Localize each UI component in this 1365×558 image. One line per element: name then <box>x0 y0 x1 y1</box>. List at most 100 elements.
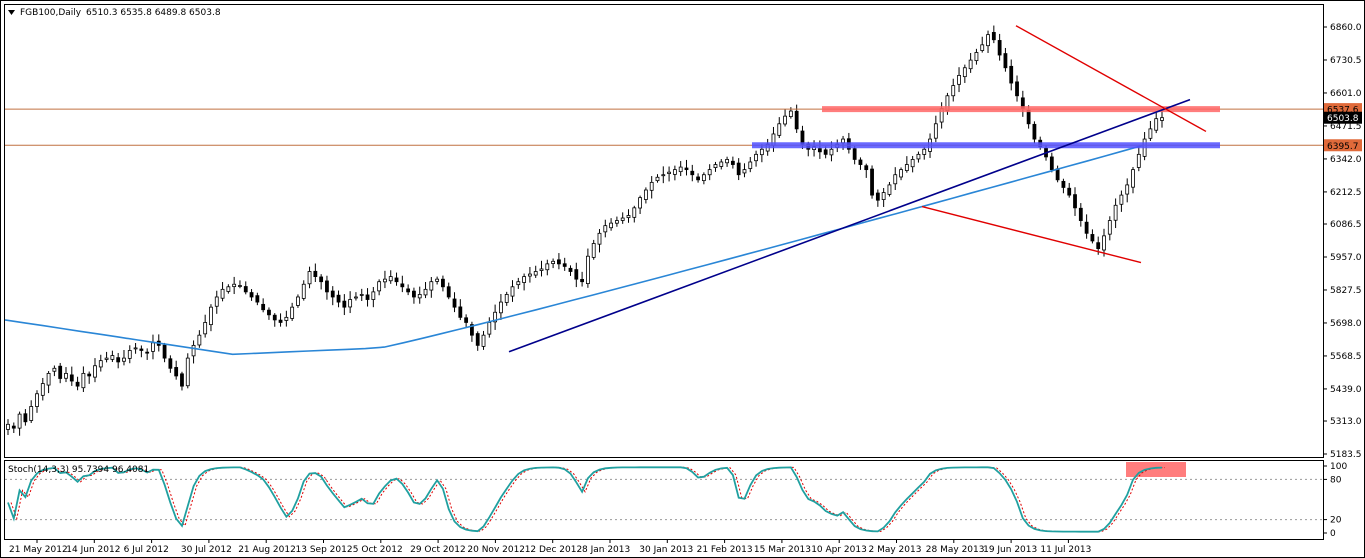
candle-body <box>881 192 886 200</box>
candle-body <box>1113 204 1118 221</box>
x-tick-label: 6 Jul 2012 <box>124 545 169 555</box>
candle-body <box>1096 242 1101 249</box>
y-tick-label: 6212.5 <box>1330 188 1362 198</box>
candle-body <box>719 161 724 167</box>
y-tick-label: 5827.5 <box>1330 286 1362 296</box>
candle-body <box>272 314 277 321</box>
x-tick-label: 19 Jun 2013 <box>983 545 1037 555</box>
y-tick-label: 6086.5 <box>1330 220 1362 230</box>
candle-body <box>794 110 799 130</box>
candle-body <box>667 171 671 174</box>
candle-body <box>1073 194 1077 209</box>
candle-body <box>267 309 271 316</box>
candle-body <box>81 372 86 389</box>
price-axis[interactable]: 6860.0 6730.5 6601.0 6471.5 6342.0 6212.5 6086… <box>1323 23 1362 460</box>
candle-body <box>296 296 300 306</box>
candle-body <box>1003 53 1008 69</box>
x-tick-label: 14 Jun 2012 <box>66 545 120 555</box>
candle-body <box>40 383 45 396</box>
candle-body <box>174 367 179 377</box>
candle-body <box>614 220 619 224</box>
candle-body <box>29 406 34 421</box>
candle-body <box>510 286 515 297</box>
candle-body <box>609 222 613 229</box>
x-tick-label: 12 Dec 2012 <box>525 545 583 555</box>
stoch-panel[interactable] <box>4 460 1324 540</box>
candle-body <box>551 260 556 264</box>
candle-body <box>307 271 312 285</box>
price-tag-label: 6395.7 <box>1327 142 1359 152</box>
candle-body <box>870 168 874 196</box>
candle-body <box>359 294 364 296</box>
candle-body <box>539 268 544 271</box>
resistance-zone <box>822 106 1220 113</box>
candle-body <box>748 161 753 169</box>
x-tick-label: 21 Aug 2012 <box>238 545 296 555</box>
candle-body <box>209 306 213 326</box>
candle-body <box>58 365 63 379</box>
x-tick-label: 21 May 2012 <box>9 545 68 555</box>
candle-body <box>899 169 903 178</box>
candle-body <box>1015 81 1019 97</box>
price-plot-layer <box>4 25 1164 436</box>
y-tick-label: 6601.0 <box>1330 89 1362 99</box>
x-tick-label: 28 May 2013 <box>926 545 985 555</box>
x-tick-label: 30 Jan 2013 <box>639 545 693 555</box>
candle-body <box>261 303 266 311</box>
candle-body <box>997 40 1002 56</box>
candle-body <box>249 292 254 298</box>
candle-body <box>904 164 909 171</box>
candle-body <box>1009 65 1014 84</box>
candle-body <box>603 225 608 233</box>
triangle-down-icon[interactable] <box>8 10 15 15</box>
candle-body <box>400 283 405 288</box>
y-tick-label: 5957.0 <box>1330 253 1362 263</box>
candle-body <box>104 357 109 360</box>
candle-body <box>464 317 469 323</box>
candle-body <box>185 357 190 387</box>
stoch-highlight-zone <box>1126 462 1186 477</box>
candle-body <box>516 281 521 286</box>
x-tick-label: 11 Jul 2013 <box>1040 545 1091 555</box>
stoch-axis[interactable]: 100 80 20 0 <box>1323 462 1347 539</box>
stoch-label: Stoch(14,3,3) 95.7394 96.4081 <box>8 465 149 475</box>
y-tick-label: 5439.0 <box>1330 385 1362 395</box>
candle-body <box>991 32 996 41</box>
candle-body <box>1131 169 1135 188</box>
candle-body <box>220 288 225 299</box>
candle-body <box>499 301 503 314</box>
support-zone <box>752 142 1220 149</box>
candle-body <box>736 162 741 176</box>
candle-body <box>377 281 382 292</box>
candle-body <box>684 167 689 171</box>
candle-body <box>1102 235 1106 251</box>
candle-body <box>23 413 28 423</box>
candle-body <box>226 286 231 292</box>
candle-body <box>214 296 219 307</box>
trendline-overlay-layer <box>5 25 1323 353</box>
candle-body <box>632 207 637 218</box>
candle-body <box>1154 118 1159 131</box>
candle-body <box>557 259 561 265</box>
price-tag-label: 6503.8 <box>1327 114 1359 124</box>
candle-body <box>661 174 666 177</box>
candle-body <box>139 348 144 351</box>
x-tick-label: 10 Apr 2013 <box>811 545 867 555</box>
candle-body <box>348 299 353 308</box>
candle-body <box>330 290 335 298</box>
price-panel[interactable] <box>4 4 1324 458</box>
candle-body <box>725 159 729 164</box>
candle-body <box>591 243 596 258</box>
candle-body <box>649 181 654 191</box>
candle-body <box>620 217 625 221</box>
candle-body <box>585 255 590 284</box>
candle-body <box>325 280 329 293</box>
rising-trendline <box>508 98 1191 353</box>
candle-body <box>1026 109 1031 125</box>
candle-body <box>597 232 602 245</box>
candle-body <box>394 277 399 283</box>
y-tick-label: 6860.0 <box>1330 23 1362 33</box>
candle-body <box>290 306 295 319</box>
